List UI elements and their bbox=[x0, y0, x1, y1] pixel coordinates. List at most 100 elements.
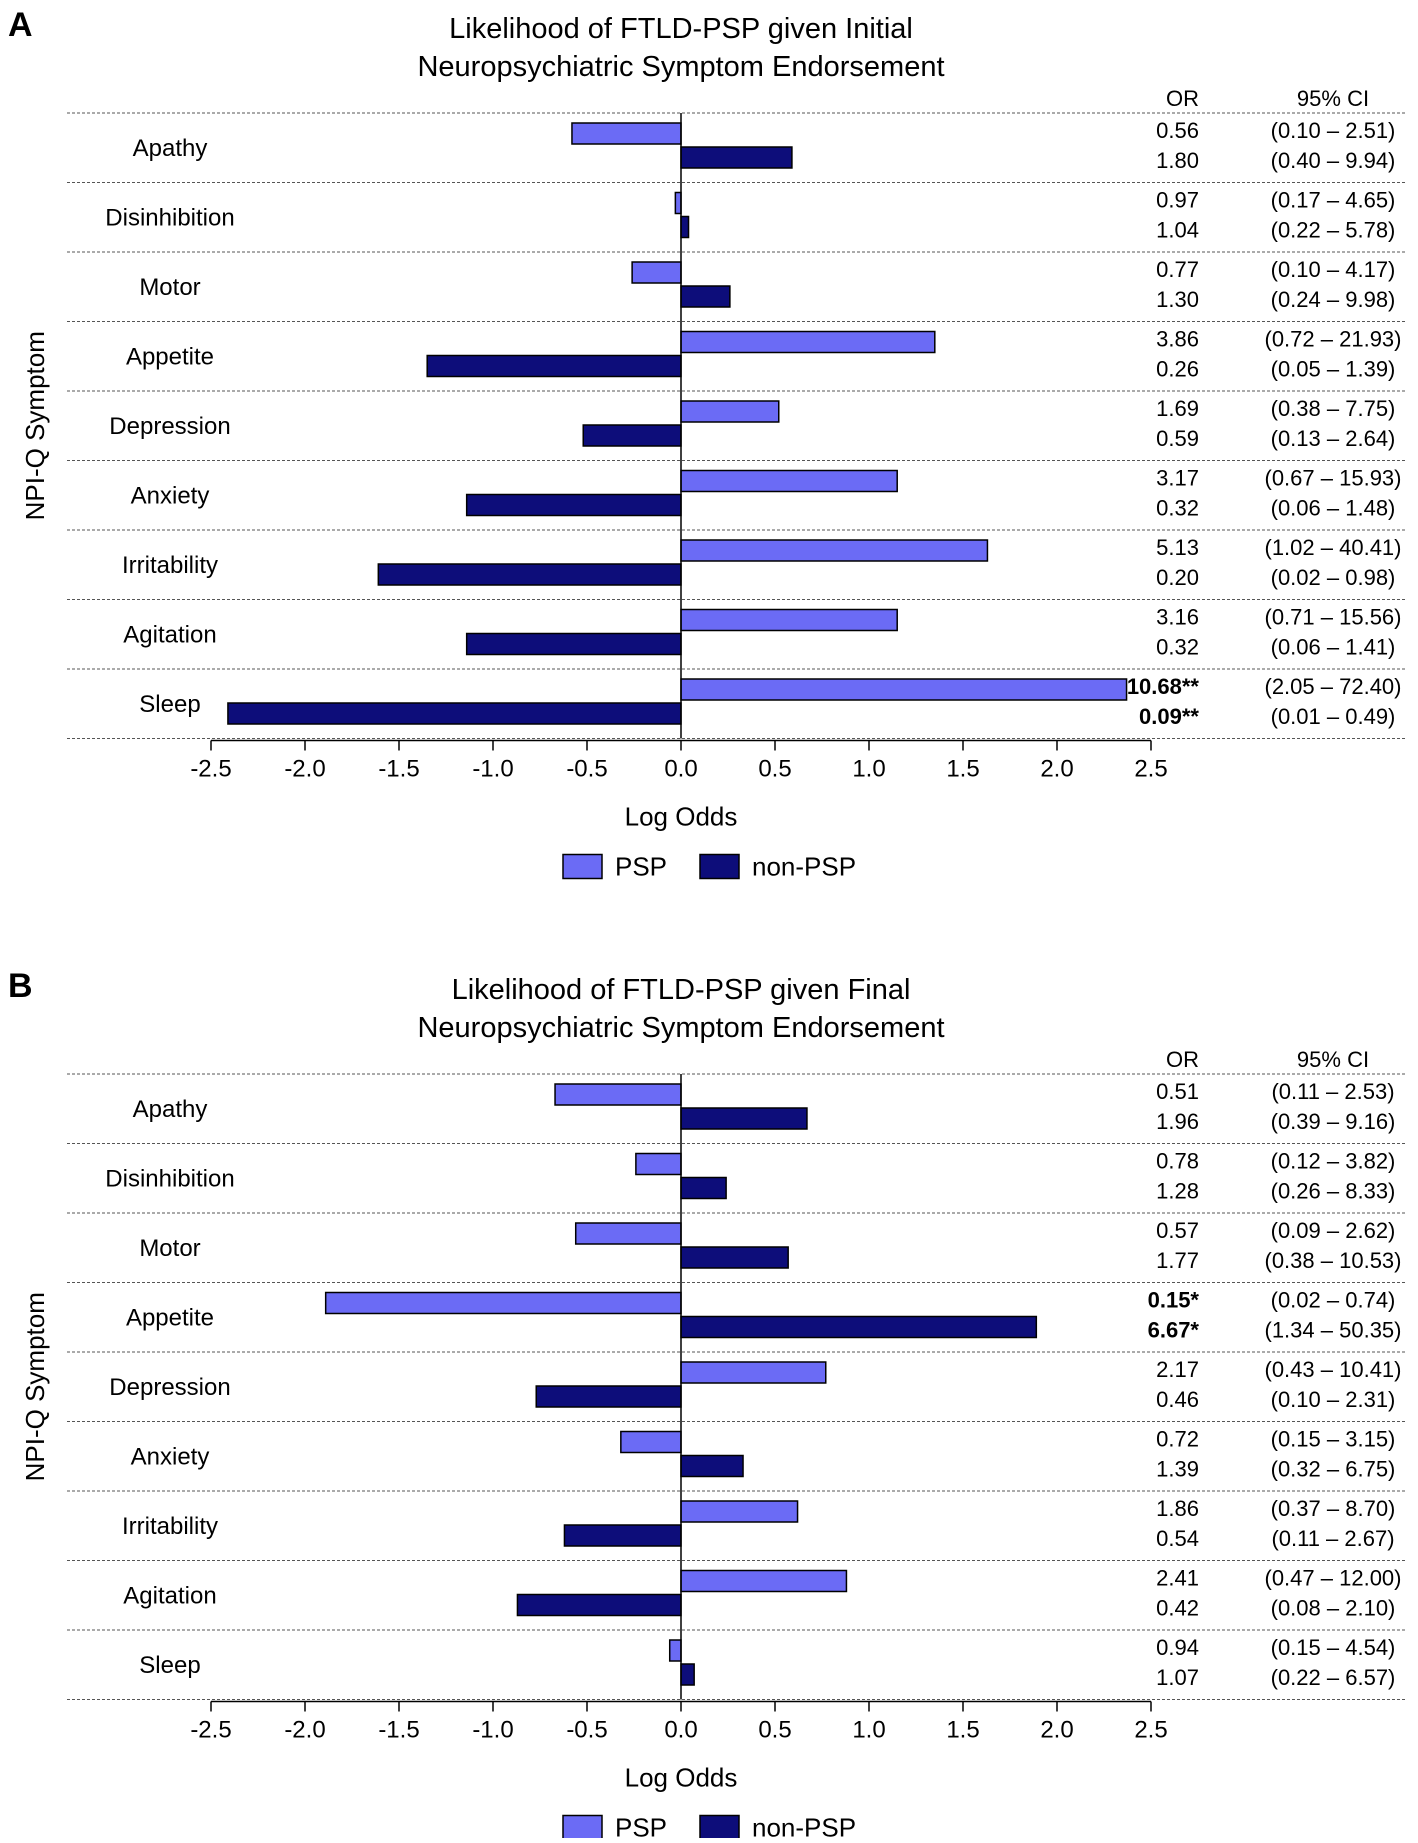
x-tick-label: -0.5 bbox=[566, 756, 607, 783]
category-label: Depression bbox=[109, 413, 230, 440]
bar-non-psp bbox=[680, 146, 793, 169]
ci-value: (0.06 – 1.41) bbox=[1271, 635, 1396, 660]
ci-value: (0.38 – 10.53) bbox=[1265, 1248, 1402, 1273]
ci-value: (0.15 – 3.15) bbox=[1271, 1427, 1396, 1452]
x-tick-label: 0.0 bbox=[664, 756, 697, 783]
ci-value: (0.39 – 9.16) bbox=[1271, 1109, 1396, 1134]
or-value: 0.78 bbox=[1156, 1149, 1199, 1174]
or-value: 3.86 bbox=[1156, 327, 1199, 352]
x-tick-label: 2.0 bbox=[1040, 1717, 1073, 1744]
bar-non-psp bbox=[465, 493, 682, 517]
category-label: Apathy bbox=[133, 1096, 208, 1123]
x-tick-label: -2.0 bbox=[284, 1717, 325, 1744]
or-column-header: OR bbox=[1166, 1047, 1199, 1072]
bar-non-psp bbox=[426, 354, 682, 378]
or-value: 0.56 bbox=[1156, 118, 1199, 143]
or-value: 6.67* bbox=[1148, 1318, 1200, 1343]
x-tick-label: -1.0 bbox=[472, 756, 513, 783]
category-label: Motor bbox=[139, 1235, 200, 1262]
or-value: 1.04 bbox=[1156, 218, 1199, 243]
x-tick-label: 2.0 bbox=[1040, 756, 1073, 783]
x-tick-label: -2.5 bbox=[190, 1717, 231, 1744]
or-value: 1.96 bbox=[1156, 1109, 1199, 1134]
x-tick-label: 1.5 bbox=[946, 756, 979, 783]
ci-value: (0.10 – 2.51) bbox=[1271, 118, 1396, 143]
ci-value: (0.09 – 2.62) bbox=[1271, 1218, 1396, 1243]
x-tick-label: -2.0 bbox=[284, 756, 325, 783]
or-value: 1.86 bbox=[1156, 1496, 1199, 1521]
bar-non-psp bbox=[516, 1593, 682, 1617]
ci-value: (0.22 – 5.78) bbox=[1271, 218, 1396, 243]
bar-psp bbox=[571, 122, 682, 145]
or-value: 2.17 bbox=[1156, 1357, 1199, 1382]
ci-value: (0.06 – 1.48) bbox=[1271, 496, 1396, 521]
or-value: 5.13 bbox=[1156, 535, 1199, 560]
or-value: 3.16 bbox=[1156, 605, 1199, 630]
legend-swatch-non-psp bbox=[699, 853, 740, 880]
bar-non-psp bbox=[680, 1454, 744, 1478]
ci-column-header: 95% CI bbox=[1297, 1047, 1369, 1072]
bar-psp bbox=[680, 1361, 827, 1384]
legend-label-psp: PSP bbox=[615, 1813, 667, 1839]
bar-psp bbox=[680, 678, 1128, 701]
bar-psp bbox=[554, 1083, 682, 1106]
bar-psp bbox=[680, 539, 989, 562]
category-label: Sleep bbox=[139, 1652, 200, 1679]
category-label: Irritability bbox=[122, 552, 218, 579]
or-value: 0.09** bbox=[1139, 704, 1199, 729]
bar-non-psp bbox=[227, 702, 682, 725]
or-value: 0.32 bbox=[1156, 496, 1199, 521]
chart-title-line2: Neuropsychiatric Symptom Endorsement bbox=[417, 51, 944, 83]
x-axis-label: Log Odds bbox=[625, 1763, 738, 1793]
legend-swatch-non-psp bbox=[699, 1814, 740, 1841]
panel-b: B Likelihood of FTLD-PSP given Final Neuro… bbox=[8, 967, 1405, 1843]
or-value: 2.41 bbox=[1156, 1566, 1199, 1591]
or-value: 0.72 bbox=[1156, 1427, 1199, 1452]
or-value: 0.94 bbox=[1156, 1635, 1199, 1660]
category-label: Disinhibition bbox=[105, 204, 234, 231]
legend-label-non-psp: non-PSP bbox=[752, 1813, 856, 1839]
ci-value: (0.01 – 0.49) bbox=[1271, 704, 1396, 729]
or-value: 1.69 bbox=[1156, 396, 1199, 421]
ci-value: (1.02 – 40.41) bbox=[1265, 535, 1402, 560]
ci-value: (0.47 – 12.00) bbox=[1265, 1566, 1402, 1591]
ci-value: (0.24 – 9.98) bbox=[1271, 287, 1396, 312]
x-tick-label: 0.0 bbox=[664, 1717, 697, 1744]
category-label: Agitation bbox=[123, 1582, 216, 1609]
ci-value: (0.72 – 21.93) bbox=[1265, 327, 1402, 352]
ci-value: (0.10 – 4.17) bbox=[1271, 257, 1396, 282]
ci-value: (0.02 – 0.74) bbox=[1271, 1288, 1396, 1313]
category-label: Appetite bbox=[126, 1304, 214, 1331]
bar-psp bbox=[574, 1222, 682, 1245]
ci-value: (0.43 – 10.41) bbox=[1265, 1357, 1402, 1382]
bar-non-psp bbox=[680, 285, 731, 308]
ci-value: (0.22 – 6.57) bbox=[1271, 1665, 1396, 1690]
bar-non-psp bbox=[680, 1663, 695, 1686]
ci-value: (0.32 – 6.75) bbox=[1271, 1457, 1396, 1482]
x-tick-label: 2.5 bbox=[1134, 1717, 1167, 1744]
bar-psp bbox=[635, 1152, 682, 1176]
y-axis-label: NPI-Q Symptom bbox=[20, 1292, 50, 1481]
x-tick-label: -1.0 bbox=[472, 1717, 513, 1744]
or-value: 3.17 bbox=[1156, 466, 1199, 491]
ci-value: (0.37 – 8.70) bbox=[1271, 1496, 1396, 1521]
ci-value: (0.10 – 2.31) bbox=[1271, 1387, 1396, 1412]
bar-psp bbox=[680, 400, 780, 423]
ci-value: (0.11 – 2.53) bbox=[1271, 1079, 1394, 1104]
bar-non-psp bbox=[680, 1176, 727, 1200]
legend-label-psp: PSP bbox=[615, 852, 667, 882]
ci-value: (0.71 – 15.56) bbox=[1265, 605, 1402, 630]
bar-non-psp bbox=[680, 1315, 1038, 1339]
bar-non-psp bbox=[563, 1524, 682, 1547]
bar-non-psp bbox=[680, 215, 690, 239]
ci-value: (0.15 – 4.54) bbox=[1271, 1635, 1396, 1660]
ci-value: (2.05 – 72.40) bbox=[1265, 674, 1402, 699]
bar-psp bbox=[668, 1639, 682, 1662]
bar-psp bbox=[680, 1569, 848, 1593]
category-label: Motor bbox=[139, 274, 200, 301]
category-label: Agitation bbox=[123, 621, 216, 648]
chart-title-line2: Neuropsychiatric Symptom Endorsement bbox=[417, 1012, 944, 1044]
bar-psp bbox=[680, 608, 898, 632]
or-value: 0.57 bbox=[1156, 1218, 1199, 1243]
ci-value: (1.34 – 50.35) bbox=[1265, 1318, 1402, 1343]
